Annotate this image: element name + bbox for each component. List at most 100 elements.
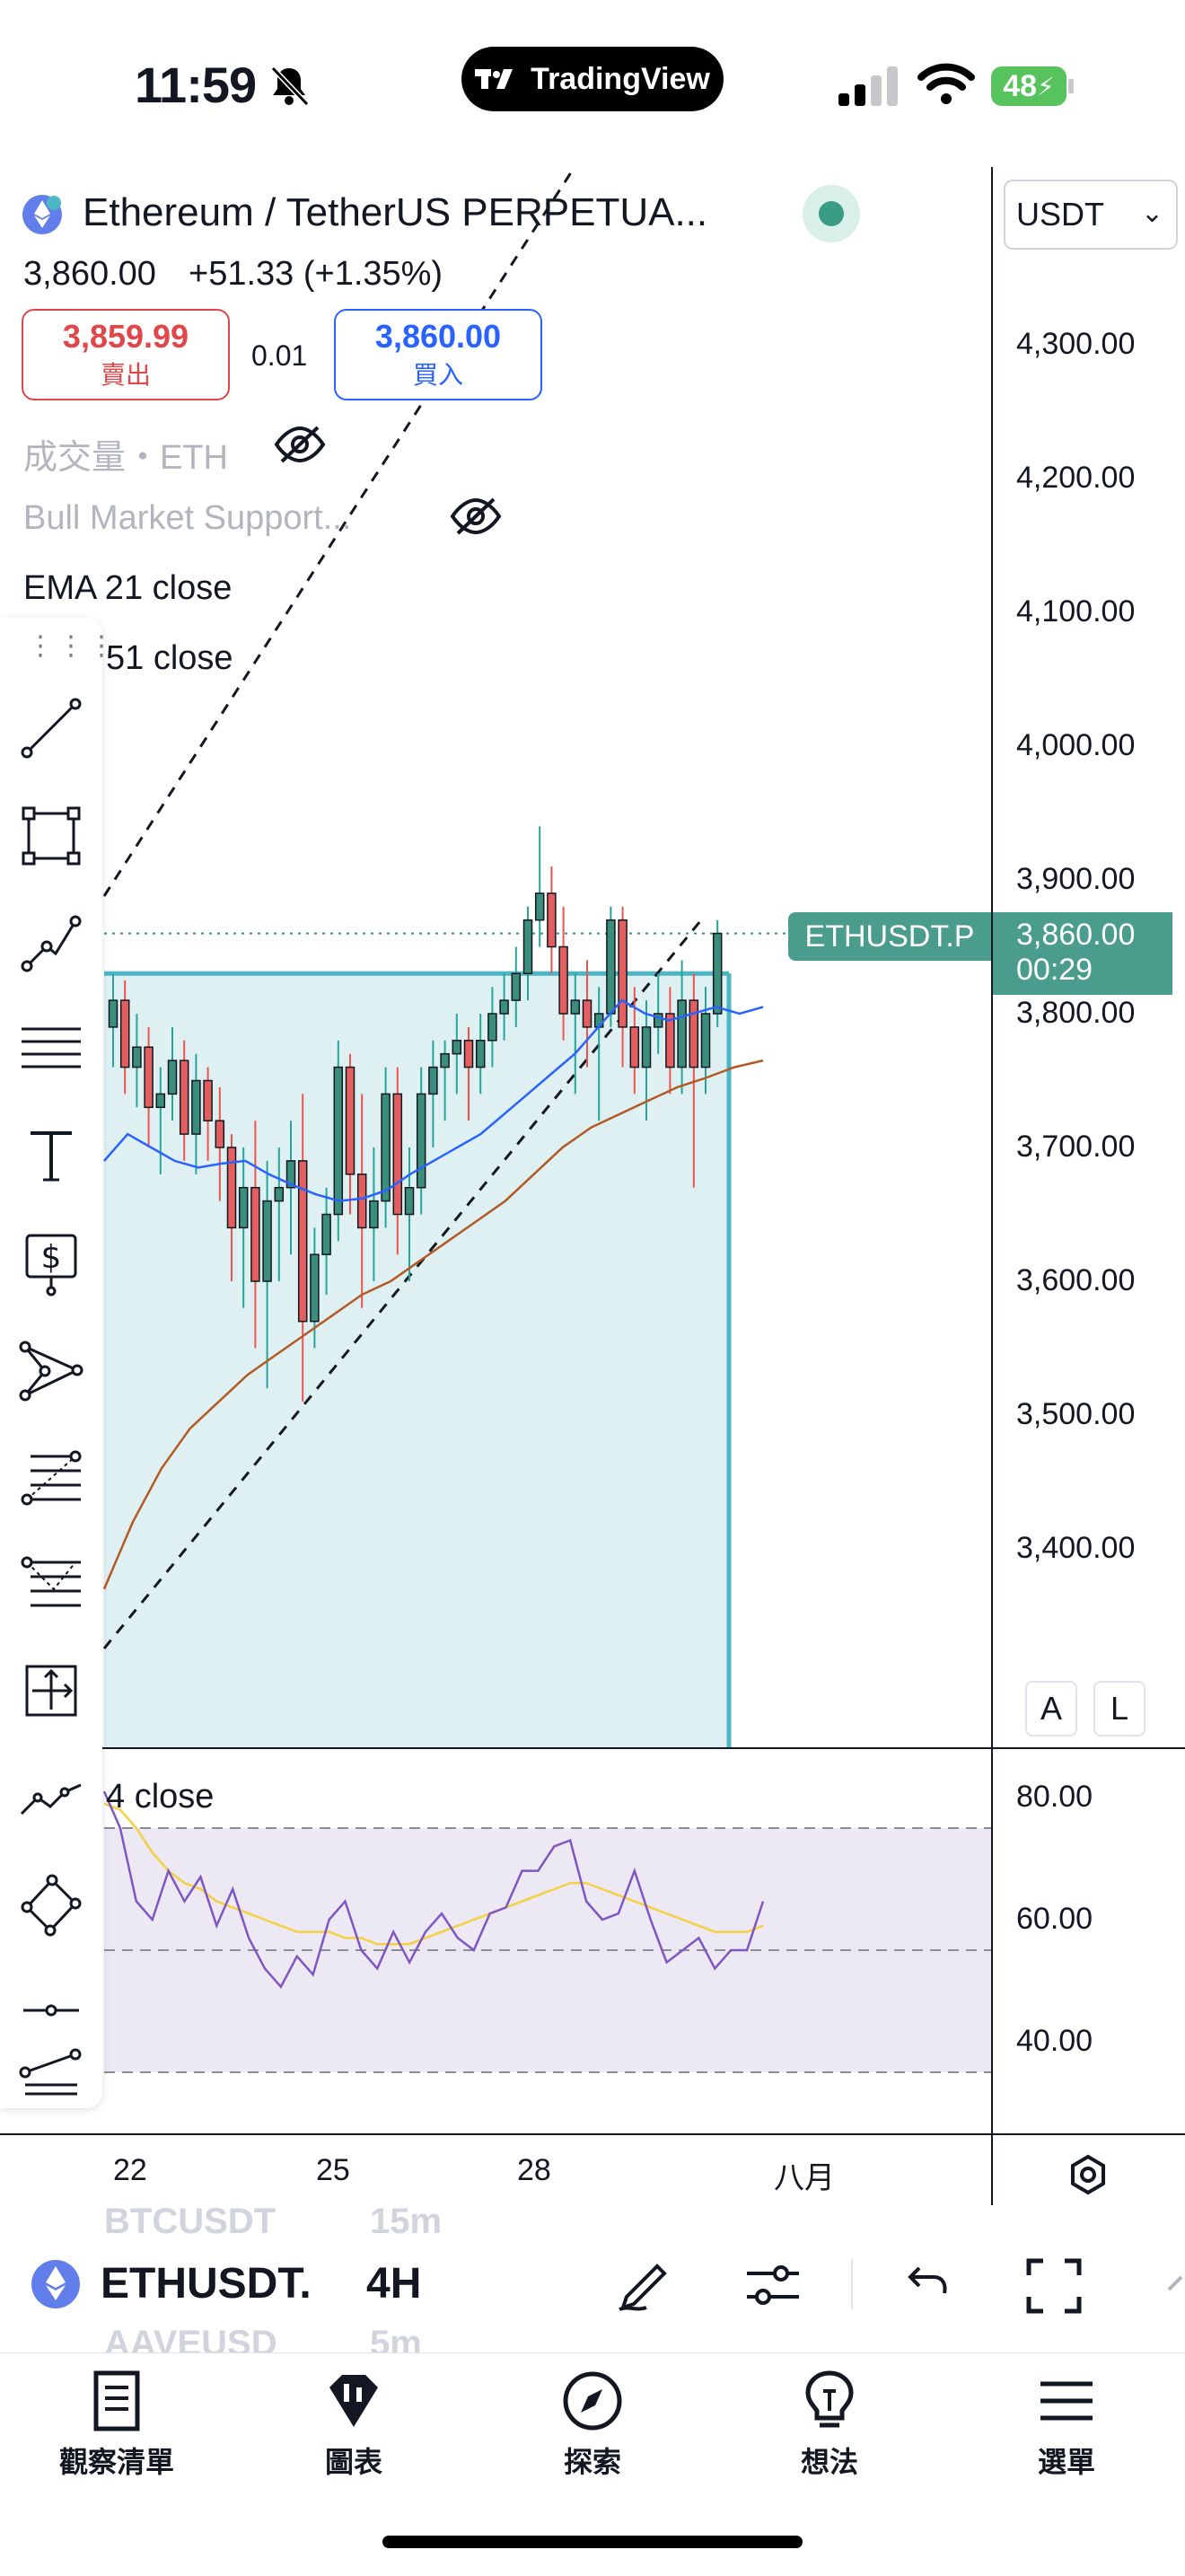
- trend-line-upper: [102, 167, 576, 897]
- explore-icon: [563, 2371, 622, 2431]
- menu-icon: [1040, 2381, 1093, 2421]
- candle-body: [132, 1046, 142, 1068]
- candle-body: [416, 1093, 426, 1189]
- watchlist-icon: [93, 2370, 140, 2431]
- pitchfork-tool[interactable]: [13, 1011, 90, 1088]
- fib-extension-tool[interactable]: [13, 1544, 90, 1622]
- price-tick-label: 3,500.00: [1016, 1397, 1136, 1431]
- interval-selector[interactable]: 4H: [366, 2260, 422, 2308]
- more-icon[interactable]: [1163, 2259, 1185, 2313]
- tradingview-pill[interactable]: TradingView: [461, 47, 724, 111]
- time-tick-label: 22: [113, 2153, 147, 2187]
- candle-body: [203, 1079, 213, 1121]
- rsi-indicator-label[interactable]: 4 close: [106, 1778, 215, 1816]
- buy-button[interactable]: 3,860.00 買入: [334, 309, 542, 400]
- sell-price: 3,859.99: [62, 318, 189, 355]
- tab-ideas[interactable]: 想法: [740, 2369, 919, 2481]
- ema21-line: [103, 998, 764, 1202]
- current-price-tag: 3,860.00 00:29: [993, 912, 1172, 995]
- tab-chart[interactable]: 圖表: [264, 2369, 443, 2481]
- candle-body: [558, 945, 568, 1015]
- home-indicator[interactable]: [382, 2536, 803, 2548]
- wifi-icon: [917, 63, 975, 110]
- price-change: +51.33 (+1.35%): [189, 255, 443, 293]
- candle-body: [108, 999, 118, 1028]
- candle-body: [369, 1200, 379, 1229]
- symbol-selector[interactable]: ETHUSDT.: [101, 2260, 312, 2308]
- market-status-dot[interactable]: [803, 185, 860, 242]
- fullscreen-icon[interactable]: [1025, 2257, 1083, 2319]
- toolbar-drag-handle-icon[interactable]: ⋮⋮⋮: [27, 631, 118, 661]
- candle-body: [381, 1093, 391, 1202]
- measure-icon: [25, 1665, 77, 1717]
- status-time: 11:59: [135, 57, 257, 113]
- trend-line-icon: [21, 698, 82, 759]
- pattern-tool[interactable]: [13, 1332, 90, 1410]
- horizontal-line-icon: [23, 2004, 79, 2017]
- fib-retracement-tool[interactable]: [13, 1438, 90, 1516]
- horizontal-ray-tool[interactable]: [13, 1972, 90, 2049]
- rsi-line: [102, 1790, 765, 1989]
- candle-body: [274, 1186, 285, 1202]
- candle-body: [404, 1186, 415, 1216]
- price-note-tool[interactable]: $: [13, 1225, 90, 1302]
- candle-body: [155, 1093, 166, 1109]
- indicators-settings-icon[interactable]: [743, 2255, 803, 2319]
- symbol-title[interactable]: Ethereum / TetherUS PERPETUA...: [83, 190, 708, 234]
- price-tick-label: 3,400.00: [1016, 1531, 1136, 1565]
- price-tick-label: 4,300.00: [1016, 327, 1136, 361]
- fib-retracement-icon: [21, 1450, 82, 1506]
- candle-body: [297, 1160, 308, 1323]
- price-axis-divider: [991, 167, 993, 2205]
- ghost-interval-top: 15m: [370, 2202, 443, 2241]
- tab-menu[interactable]: 選單: [977, 2369, 1156, 2481]
- bull-market-indicator-label[interactable]: Bull Market Support...: [23, 499, 352, 537]
- candle-body: [215, 1120, 225, 1148]
- tab-chart-label: 圖表: [324, 2446, 382, 2478]
- forecast-tool[interactable]: [13, 1758, 90, 1835]
- candle-body: [511, 972, 522, 1001]
- more-tools[interactable]: [13, 2031, 90, 2108]
- log-scale-button[interactable]: L: [1093, 1681, 1146, 1736]
- eye-hidden-icon[interactable]: [449, 494, 503, 543]
- candle-body: [629, 1026, 640, 1068]
- candle-body: [665, 1013, 675, 1068]
- battery-cap: [1068, 79, 1074, 93]
- path-tool[interactable]: [13, 905, 90, 982]
- symbol-bar[interactable]: BTCUSDT 15m ETHUSDT. 4H AAVEUSD 5m: [0, 2202, 1185, 2363]
- chart-area[interactable]: 4,300.00 4,200.00 4,100.00 4,000.00 3,900.00…: [0, 167, 1185, 2205]
- rsi-chart[interactable]: [0, 1749, 991, 2133]
- candle-body: [653, 1013, 663, 1028]
- currency-select[interactable]: USDT ⌄: [1004, 180, 1178, 250]
- trend-line-tool[interactable]: [13, 690, 90, 767]
- price-tick-label: 4,000.00: [1016, 728, 1136, 762]
- candle-body: [487, 1013, 497, 1042]
- candle-body: [428, 1066, 438, 1095]
- ema51-indicator-label[interactable]: 51 close: [106, 639, 233, 677]
- chart-settings-icon[interactable]: [1066, 2153, 1110, 2201]
- tradingview-pill-label: TradingView: [531, 61, 710, 96]
- pane-divider[interactable]: [0, 1747, 1185, 1749]
- candle-body: [677, 999, 687, 1068]
- candle-body: [167, 1059, 178, 1095]
- candle-body: [582, 999, 592, 1028]
- bell-muted-icon: [266, 63, 312, 110]
- rectangle-tool[interactable]: [13, 797, 90, 875]
- text-tool[interactable]: [13, 1117, 90, 1194]
- undo-icon[interactable]: [898, 2257, 952, 2316]
- price-chart[interactable]: [0, 167, 991, 1747]
- pen-icon[interactable]: [614, 2252, 677, 2319]
- price-tick-label: 4,200.00: [1016, 461, 1136, 495]
- drawing-toolbar[interactable]: ⋮⋮⋮ $: [0, 618, 115, 2108]
- volume-indicator-label[interactable]: 成交量・ETH: [23, 439, 229, 477]
- eye-hidden-icon[interactable]: [273, 422, 327, 471]
- measure-tool[interactable]: [13, 1652, 90, 1729]
- price-tick-label: 3,800.00: [1016, 996, 1136, 1030]
- tab-watchlist[interactable]: 觀察清單: [27, 2369, 206, 2481]
- candle-body: [345, 1066, 356, 1175]
- auto-scale-button[interactable]: A: [1025, 1681, 1077, 1736]
- brush-tool[interactable]: [13, 1866, 90, 1943]
- tab-explore[interactable]: 探索: [503, 2369, 682, 2481]
- sell-button[interactable]: 3,859.99 賣出: [22, 309, 230, 400]
- ema21-indicator-label[interactable]: EMA 21 close: [23, 569, 233, 607]
